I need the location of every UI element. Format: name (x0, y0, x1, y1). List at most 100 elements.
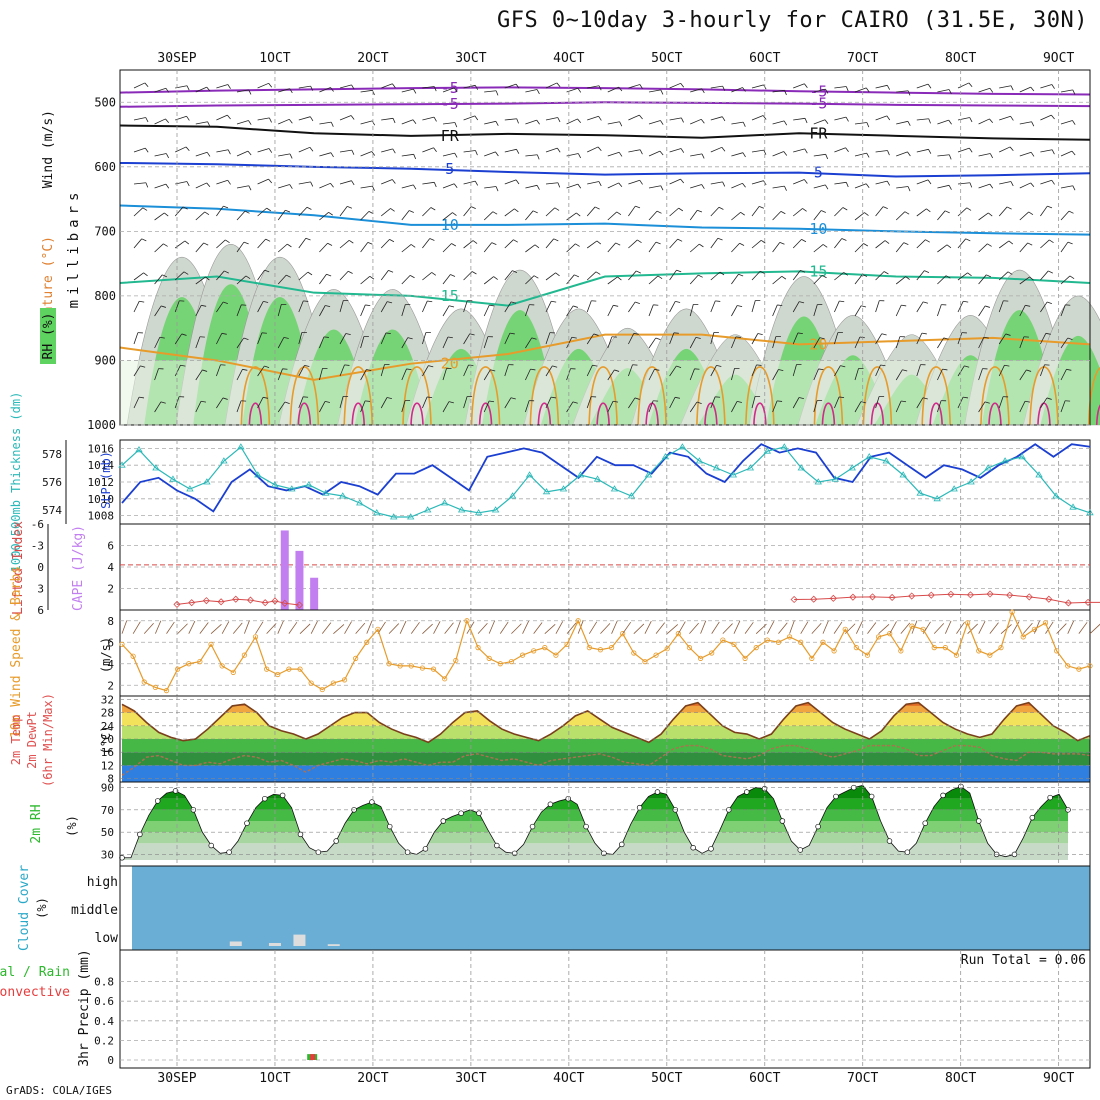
wind-barb-flag (283, 337, 289, 339)
wind-barb-flag (284, 401, 290, 405)
wind-barb (133, 272, 144, 281)
wind-barb (277, 337, 285, 349)
wind-barb (978, 368, 983, 381)
wind-barb-flag (572, 401, 578, 404)
wind-barb-10m (967, 623, 978, 634)
wind-barb (875, 180, 888, 185)
temp-label-text: 2m DewPt (25, 711, 39, 769)
wind-barb-flag (306, 206, 312, 210)
wind-barb-flag (495, 90, 499, 96)
wind-barb (731, 121, 744, 125)
temp-band (122, 705, 1090, 713)
wind-barb-10m (566, 622, 577, 634)
wind-barb-flag (1030, 182, 1035, 187)
wind-barb (916, 148, 929, 153)
thickness-point (135, 446, 143, 453)
wind-barb (978, 243, 988, 253)
wind-barb-flag (575, 243, 580, 247)
wind-barb-flag (186, 85, 190, 91)
wind-barb (463, 300, 468, 313)
wind-barb-flag (1005, 333, 1011, 336)
wind-barb (463, 396, 468, 409)
isotherm-label: 20 (809, 335, 827, 353)
wind-barb-flag (557, 117, 561, 123)
cloud-unit-text: (%) (35, 897, 49, 919)
wind-barb-10m (522, 620, 530, 634)
wind-barb (957, 238, 967, 249)
wind-barb (339, 84, 352, 89)
li-point (1084, 598, 1092, 606)
wind-barb (731, 274, 739, 285)
wind-barb-flag (555, 272, 560, 277)
wind-barb-flag (843, 272, 849, 276)
wind-barb-flag (701, 88, 705, 94)
wind-barb-flag (613, 304, 619, 307)
wind-point (965, 620, 971, 626)
wind-barb-flag (698, 274, 703, 278)
wind-barb (690, 118, 702, 125)
wind-barb-flag (551, 396, 557, 399)
wind-barb-flag (597, 146, 602, 151)
pressure-tick: 700 (94, 224, 116, 238)
wind-barb-flag (145, 147, 149, 153)
wind-barb-10m (822, 620, 829, 634)
wind-barb (236, 304, 242, 317)
wind-barb (154, 118, 166, 125)
temp-label-text: 2m Temp (9, 715, 23, 766)
wind-barb (689, 210, 698, 221)
wind-barb-flag (783, 120, 788, 126)
wind-barb-flag (554, 207, 560, 211)
wind-barb-10m (811, 622, 822, 634)
wind-barb (545, 365, 553, 377)
wind-barb (875, 300, 880, 313)
wind-barb (648, 185, 661, 189)
surface-temp-contour (988, 402, 1002, 426)
cape-tick: 2 (107, 583, 114, 596)
wind-barb-10m (266, 623, 277, 634)
wind-barb (525, 184, 538, 189)
wind-barb (978, 87, 991, 93)
slp-tick: 1016 (88, 442, 115, 455)
wind-barb-flag (200, 400, 207, 403)
wind-barb-flag (474, 115, 479, 121)
wind-barb-flag (943, 337, 949, 340)
wind-barb-flag (427, 396, 433, 399)
wind-barb (566, 183, 579, 189)
wind-barb (772, 89, 785, 93)
thickness-point (118, 461, 126, 468)
wind-barb (1040, 239, 1050, 249)
wind-barb (999, 115, 1011, 121)
rh-point (458, 810, 464, 816)
wind-barb-flag (989, 118, 994, 123)
wind-barb (1040, 179, 1052, 185)
wind-barb (525, 89, 538, 93)
wind-barb (1019, 369, 1027, 381)
wind-barb (854, 368, 859, 381)
wind-barb (483, 242, 493, 253)
wind-barb (834, 396, 840, 409)
wind-barb-flag (139, 300, 145, 303)
wind-barb-flag (385, 332, 391, 335)
wind-barb-10m (399, 620, 407, 634)
wind-barb (381, 117, 394, 121)
wind-point (442, 676, 448, 682)
wind-barb (628, 84, 640, 89)
wind-barb-flag (660, 185, 664, 191)
isotherm-line (119, 101, 1091, 108)
wind-barb-10m (288, 621, 298, 634)
wind-point (642, 658, 648, 665)
wind-barb (669, 207, 679, 217)
wind-point (864, 652, 871, 658)
wind-barb (895, 304, 902, 317)
wind-barb (422, 116, 435, 121)
wind-barb-10m (232, 622, 243, 634)
wind-barb-flag (860, 401, 866, 404)
rh-point (404, 849, 411, 855)
wind-barb (1040, 333, 1047, 345)
rh-point (333, 838, 339, 844)
wind-barb-10m (677, 621, 686, 634)
wind-barb (360, 151, 372, 157)
wind-barb (360, 275, 371, 285)
wind-barb (731, 305, 738, 317)
wind-barb-10m (755, 623, 767, 634)
